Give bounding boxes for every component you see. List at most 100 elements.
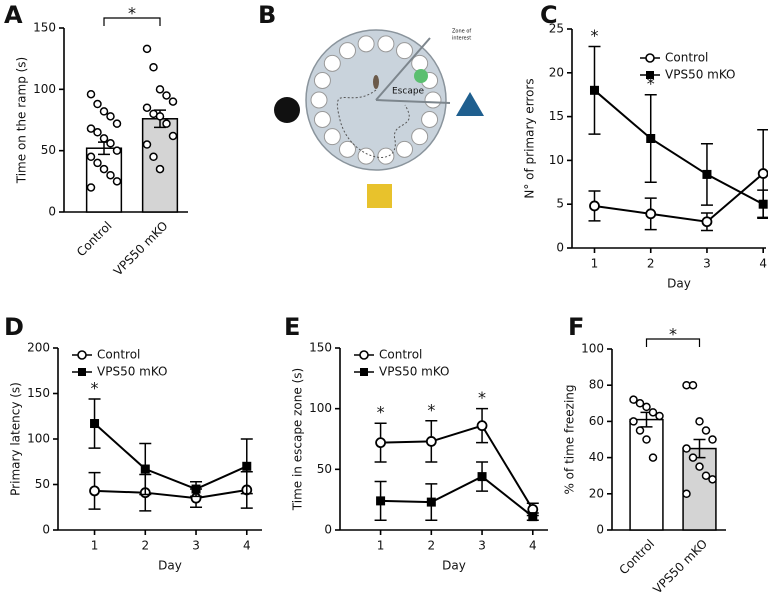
x-tick-label: 1	[91, 539, 99, 553]
y-tick-label: 0	[556, 241, 564, 255]
annotation: *	[647, 74, 655, 93]
data-point	[106, 139, 115, 148]
y-axis-label: Primary latency (s)	[9, 382, 23, 496]
cue-circle	[274, 97, 300, 123]
bar	[682, 447, 717, 531]
data-point	[112, 146, 122, 155]
data-point	[106, 170, 115, 180]
x-tick-label: VPS50 mKO	[650, 537, 710, 597]
data-point	[162, 119, 171, 128]
series-line	[594, 172, 764, 223]
y-tick-label: 50	[317, 462, 332, 476]
legend-marker	[78, 368, 86, 376]
y-tick-label: 20	[589, 486, 604, 500]
marker	[589, 200, 600, 212]
x-tick-label: Control	[74, 219, 115, 260]
marker	[477, 472, 487, 482]
y-axis-label: % of time freezing	[563, 384, 577, 494]
significance-label: *	[669, 325, 677, 344]
hole	[396, 140, 413, 158]
data-point	[86, 152, 96, 162]
y-tick-label: 0	[596, 523, 604, 537]
data-point	[142, 140, 152, 149]
annotation: *	[427, 400, 435, 419]
hole	[313, 110, 331, 128]
x-tick-label: 2	[141, 539, 149, 553]
y-tick-label: 100	[27, 432, 50, 446]
panel-letter: F	[568, 313, 584, 341]
y-tick-label: 5	[556, 197, 564, 211]
panel-letter: D	[4, 313, 24, 341]
hole	[411, 128, 429, 146]
legend-label: VPS50 mKO	[379, 365, 450, 379]
marker	[645, 208, 657, 220]
data-point	[106, 112, 115, 121]
x-axis-label: Day	[442, 559, 466, 573]
escape-label: Escape	[392, 87, 425, 97]
y-tick-label: 100	[33, 82, 56, 96]
hole	[323, 128, 341, 146]
y-tick-label: 200	[27, 341, 50, 355]
annotation: *	[590, 26, 598, 45]
y-tick-label: 150	[27, 386, 50, 400]
data-point	[708, 475, 717, 484]
legend-label: VPS50 mKO	[665, 68, 736, 82]
data-point	[648, 408, 658, 417]
x-tick-label: 3	[478, 539, 486, 553]
hole	[313, 72, 331, 90]
data-point	[642, 402, 651, 412]
data-point	[93, 158, 102, 168]
x-tick-label: 3	[703, 257, 711, 271]
hole	[310, 91, 328, 109]
hole	[357, 147, 375, 165]
data-point	[642, 435, 651, 444]
x-tick-label: 1	[377, 539, 385, 553]
data-point	[635, 426, 645, 435]
x-tick-label: VPS50 mKO	[111, 219, 171, 279]
x-tick-label: 1	[591, 257, 599, 271]
maze-diagram: B Escape Zone of interest	[258, 1, 484, 208]
y-tick-label: 100	[581, 342, 604, 356]
y-axis-label: N° of primary errors	[523, 78, 537, 198]
legend-label: Control	[97, 348, 140, 362]
data-point	[162, 91, 171, 100]
series-line	[94, 488, 247, 500]
data-point	[629, 417, 638, 426]
data-point	[142, 103, 152, 112]
annotation: *	[478, 388, 486, 407]
data-point	[86, 124, 96, 133]
y-tick-label: 25	[549, 22, 564, 36]
y-tick-label: 0	[42, 523, 50, 537]
hole	[377, 35, 395, 53]
x-tick-label: 2	[647, 257, 655, 271]
marker	[757, 168, 768, 179]
data-point	[99, 164, 109, 174]
cue-triangle	[456, 92, 484, 116]
panel-letter: A	[4, 1, 23, 29]
data-point	[112, 177, 122, 186]
data-point	[648, 453, 658, 462]
y-tick-label: 15	[549, 109, 564, 123]
cue-square	[367, 184, 392, 208]
marker	[758, 199, 768, 209]
y-tick-label: 0	[48, 205, 56, 219]
data-point	[655, 411, 664, 421]
data-point	[695, 462, 704, 471]
annotation: *	[377, 403, 385, 422]
hole	[396, 42, 413, 60]
escape-hole	[414, 69, 428, 83]
y-tick-label: 10	[549, 153, 564, 167]
data-point	[701, 471, 711, 480]
data-point	[112, 119, 122, 128]
data-point	[688, 380, 698, 390]
data-point	[695, 417, 704, 426]
significance-label: *	[128, 4, 136, 23]
x-tick-label: 4	[243, 539, 251, 553]
data-point	[688, 453, 698, 462]
data-point	[99, 134, 109, 143]
annotation: *	[91, 378, 99, 397]
panel-letter: E	[284, 313, 300, 341]
y-tick-label: 50	[35, 477, 50, 491]
zone-label: interest	[452, 36, 471, 42]
data-point	[155, 112, 165, 121]
